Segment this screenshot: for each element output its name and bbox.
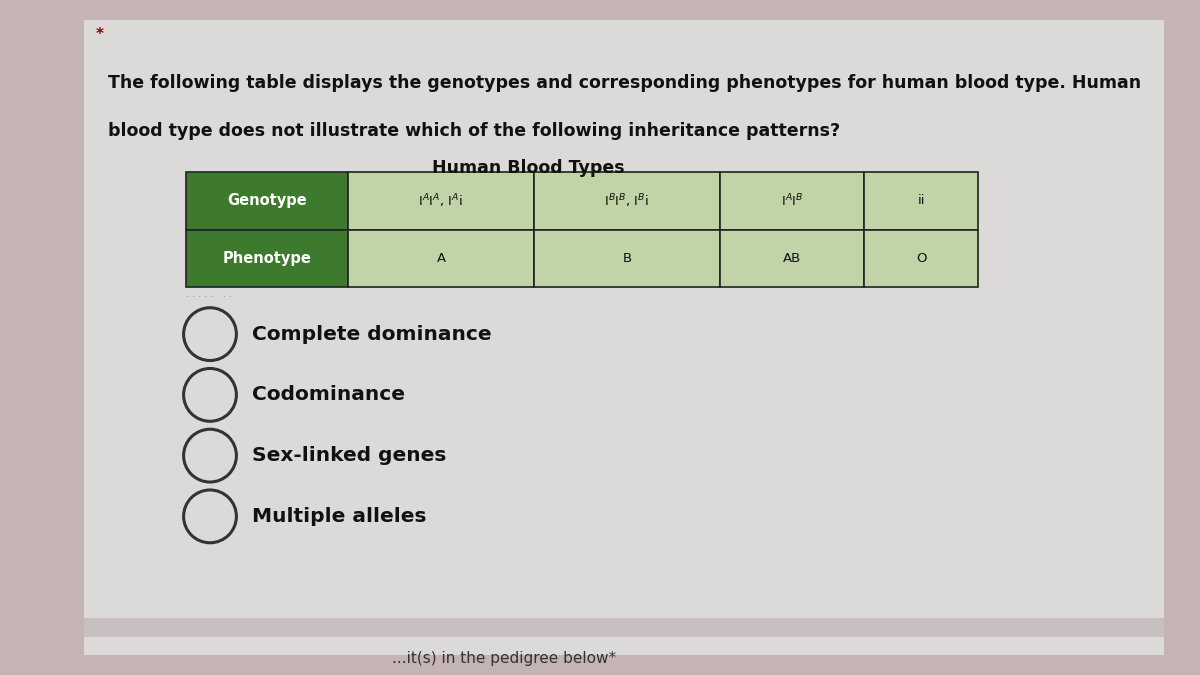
Text: Genotype: Genotype [227,193,307,209]
Text: B: B [623,252,631,265]
Text: ii: ii [917,194,925,207]
Text: I$^B$I$^B$, I$^B$i: I$^B$I$^B$, I$^B$i [605,192,649,210]
Text: ...it(s) in the pedigree below*: ...it(s) in the pedigree below* [392,651,616,666]
FancyBboxPatch shape [534,230,720,287]
FancyBboxPatch shape [84,618,1164,637]
FancyBboxPatch shape [348,172,534,230]
FancyBboxPatch shape [720,230,864,287]
Text: A: A [437,252,445,265]
Text: Complete dominance: Complete dominance [252,325,492,344]
FancyBboxPatch shape [186,172,348,230]
FancyBboxPatch shape [84,20,1164,655]
FancyBboxPatch shape [534,172,720,230]
Text: The following table displays the genotypes and corresponding phenotypes for huma: The following table displays the genotyp… [108,74,1141,92]
Text: . . . . .   . .: . . . . . . . [186,289,232,298]
Text: AB: AB [782,252,802,265]
Text: *: * [96,27,104,42]
FancyBboxPatch shape [186,230,348,287]
Text: I$^A$I$^A$, I$^A$i: I$^A$I$^A$, I$^A$i [419,192,463,210]
Text: Phenotype: Phenotype [222,250,312,266]
Text: blood type does not illustrate which of the following inheritance patterns?: blood type does not illustrate which of … [108,122,840,140]
Text: Codominance: Codominance [252,385,406,404]
FancyBboxPatch shape [348,230,534,287]
FancyBboxPatch shape [864,172,978,230]
Text: I$^A$I$^B$: I$^A$I$^B$ [781,192,803,209]
FancyBboxPatch shape [720,172,864,230]
FancyBboxPatch shape [864,230,978,287]
Text: Multiple alleles: Multiple alleles [252,507,426,526]
Text: Human Blood Types: Human Blood Types [432,159,624,177]
Text: Sex-linked genes: Sex-linked genes [252,446,446,465]
Text: O: O [916,252,926,265]
